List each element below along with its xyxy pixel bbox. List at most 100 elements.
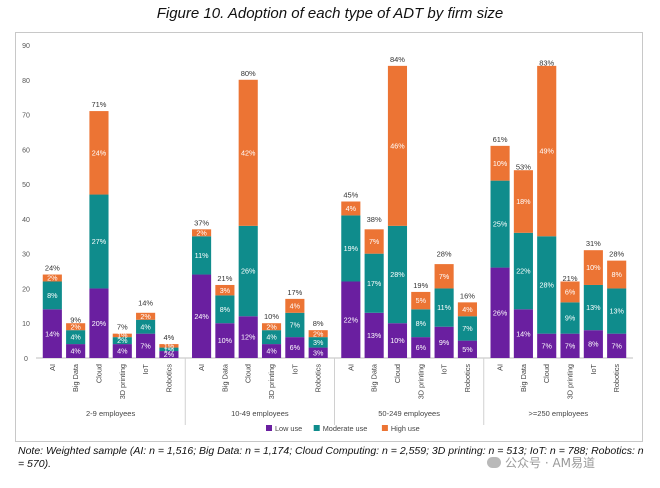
segment-label: 13% <box>609 307 624 316</box>
bar-segment-moderate-use <box>42 281 62 310</box>
bar-segment-high-use <box>457 302 477 317</box>
bar-segment-moderate-use <box>192 236 212 275</box>
group-label: 2-9 employees <box>86 409 135 418</box>
bar-segment-low-use <box>261 344 282 358</box>
segment-label: 3% <box>220 286 231 295</box>
bar-segment-low-use <box>159 351 179 358</box>
legend-label: Low use <box>275 424 302 433</box>
segment-label: 26% <box>493 308 508 317</box>
legend-label: High use <box>391 424 420 433</box>
segment-label: 12% <box>241 333 256 342</box>
stacked-bar-chart: 010203040506070809014%8%2%24%AI4%4%2%9%B… <box>22 43 633 433</box>
bar-segment-high-use <box>434 264 454 289</box>
category-label: 3D printing <box>566 364 575 399</box>
bar-segment-low-use <box>411 337 431 358</box>
segment-label: 3% <box>313 348 324 357</box>
bar-segment-moderate-use <box>364 253 384 313</box>
bar-segment-low-use <box>387 323 408 358</box>
total-label: 9% <box>70 316 81 325</box>
segment-label: 8% <box>588 340 599 349</box>
segment-label: 3% <box>313 338 324 347</box>
bar-segment-moderate-use <box>285 312 305 338</box>
chart-title: Figure 10. Adoption of each type of ADT … <box>156 5 504 22</box>
bar-segment-high-use <box>159 344 179 348</box>
segment-label: 20% <box>92 319 107 328</box>
segment-label: 8% <box>416 319 427 328</box>
bar-segment-moderate-use <box>136 319 156 334</box>
segment-label: 4% <box>70 333 81 342</box>
segment-label: 8% <box>47 291 58 300</box>
segment-label: 7% <box>611 341 622 350</box>
segment-label: 7% <box>290 321 301 330</box>
y-tick-label: 0 <box>24 356 28 363</box>
segment-label: 6% <box>290 343 301 352</box>
segment-label: 6% <box>565 288 576 297</box>
category-label: Big Data <box>220 363 229 392</box>
segment-label: 1% <box>117 331 128 340</box>
bar-segment-moderate-use <box>261 330 282 345</box>
bar-segment-low-use <box>66 344 86 358</box>
segment-label: 28% <box>390 270 405 279</box>
segment-label: 10% <box>218 336 233 345</box>
bar-segment-moderate-use <box>583 284 603 331</box>
y-tick-label: 40 <box>22 217 30 224</box>
category-label: Big Data <box>519 363 528 392</box>
segment-label: 7% <box>369 237 380 246</box>
segment-label: 6% <box>416 343 427 352</box>
segment-label: 11% <box>195 251 209 260</box>
total-label: 28% <box>437 250 452 259</box>
bar-segment-low-use <box>560 333 580 358</box>
bar-segment-moderate-use <box>560 302 580 334</box>
category-label: AI <box>48 364 57 371</box>
segment-label: 7% <box>462 324 473 333</box>
total-label: 7% <box>117 323 128 332</box>
bar-segment-low-use <box>490 267 510 358</box>
bar-segment-low-use <box>238 316 258 358</box>
segment-label: 2% <box>164 350 175 359</box>
bar-segment-high-use <box>89 111 109 195</box>
segment-label: 8% <box>220 305 231 314</box>
category-label: AI <box>346 364 355 371</box>
segment-label: 13% <box>367 331 382 340</box>
category-label: 3D printing <box>118 364 127 399</box>
segment-label: 24% <box>92 148 107 157</box>
category-label: Robotics <box>612 364 621 393</box>
y-tick-label: 20 <box>22 286 30 293</box>
segment-label: 10% <box>586 263 601 272</box>
segment-label: 2% <box>266 322 277 331</box>
bar-segment-high-use <box>490 145 510 181</box>
chart-frame: 0 10 20 30 40 50 60 70 80 90 14% 8% 2% 24% AI 4% 4% 2% 9% B… <box>15 32 643 442</box>
category-label: Cloud <box>393 364 402 383</box>
bar-segment-low-use <box>457 340 477 358</box>
total-label: 21% <box>563 274 578 283</box>
total-label: 17% <box>287 288 302 297</box>
bar-segment-low-use <box>89 288 109 358</box>
category-label: Big Data <box>370 363 379 392</box>
bar-segment-moderate-use <box>112 337 132 345</box>
total-label: 84% <box>390 55 405 64</box>
segment-label: 24% <box>194 312 209 321</box>
segment-label: 17% <box>367 279 382 288</box>
segment-label: 2% <box>117 336 128 345</box>
segment-label: 22% <box>516 267 531 276</box>
segment-label: 13% <box>586 303 601 312</box>
bar-segment-high-use <box>387 65 408 226</box>
segment-label: 18% <box>516 197 531 206</box>
y-tick-label: 30 <box>22 252 30 259</box>
bar-segment-high-use <box>42 274 62 282</box>
segment-label: 28% <box>540 281 555 290</box>
segment-label: 4% <box>346 204 357 213</box>
bar-segment-high-use <box>192 229 212 237</box>
segment-label: 1% <box>164 341 175 350</box>
total-label: 83% <box>539 58 554 67</box>
segment-label: 4% <box>140 322 151 331</box>
segment-label: 2% <box>140 312 151 321</box>
segment-label: 46% <box>390 141 405 150</box>
footnote: Note: Weighted sample (AI: n = 1,516; Bi… <box>18 445 644 470</box>
bar-segment-high-use <box>537 65 557 237</box>
bar-segment-moderate-use <box>66 330 86 345</box>
total-label: 37% <box>194 218 209 227</box>
bar-segment-low-use <box>112 344 132 358</box>
category-label: Robotics <box>164 364 173 393</box>
bar-segment-low-use <box>434 326 454 358</box>
